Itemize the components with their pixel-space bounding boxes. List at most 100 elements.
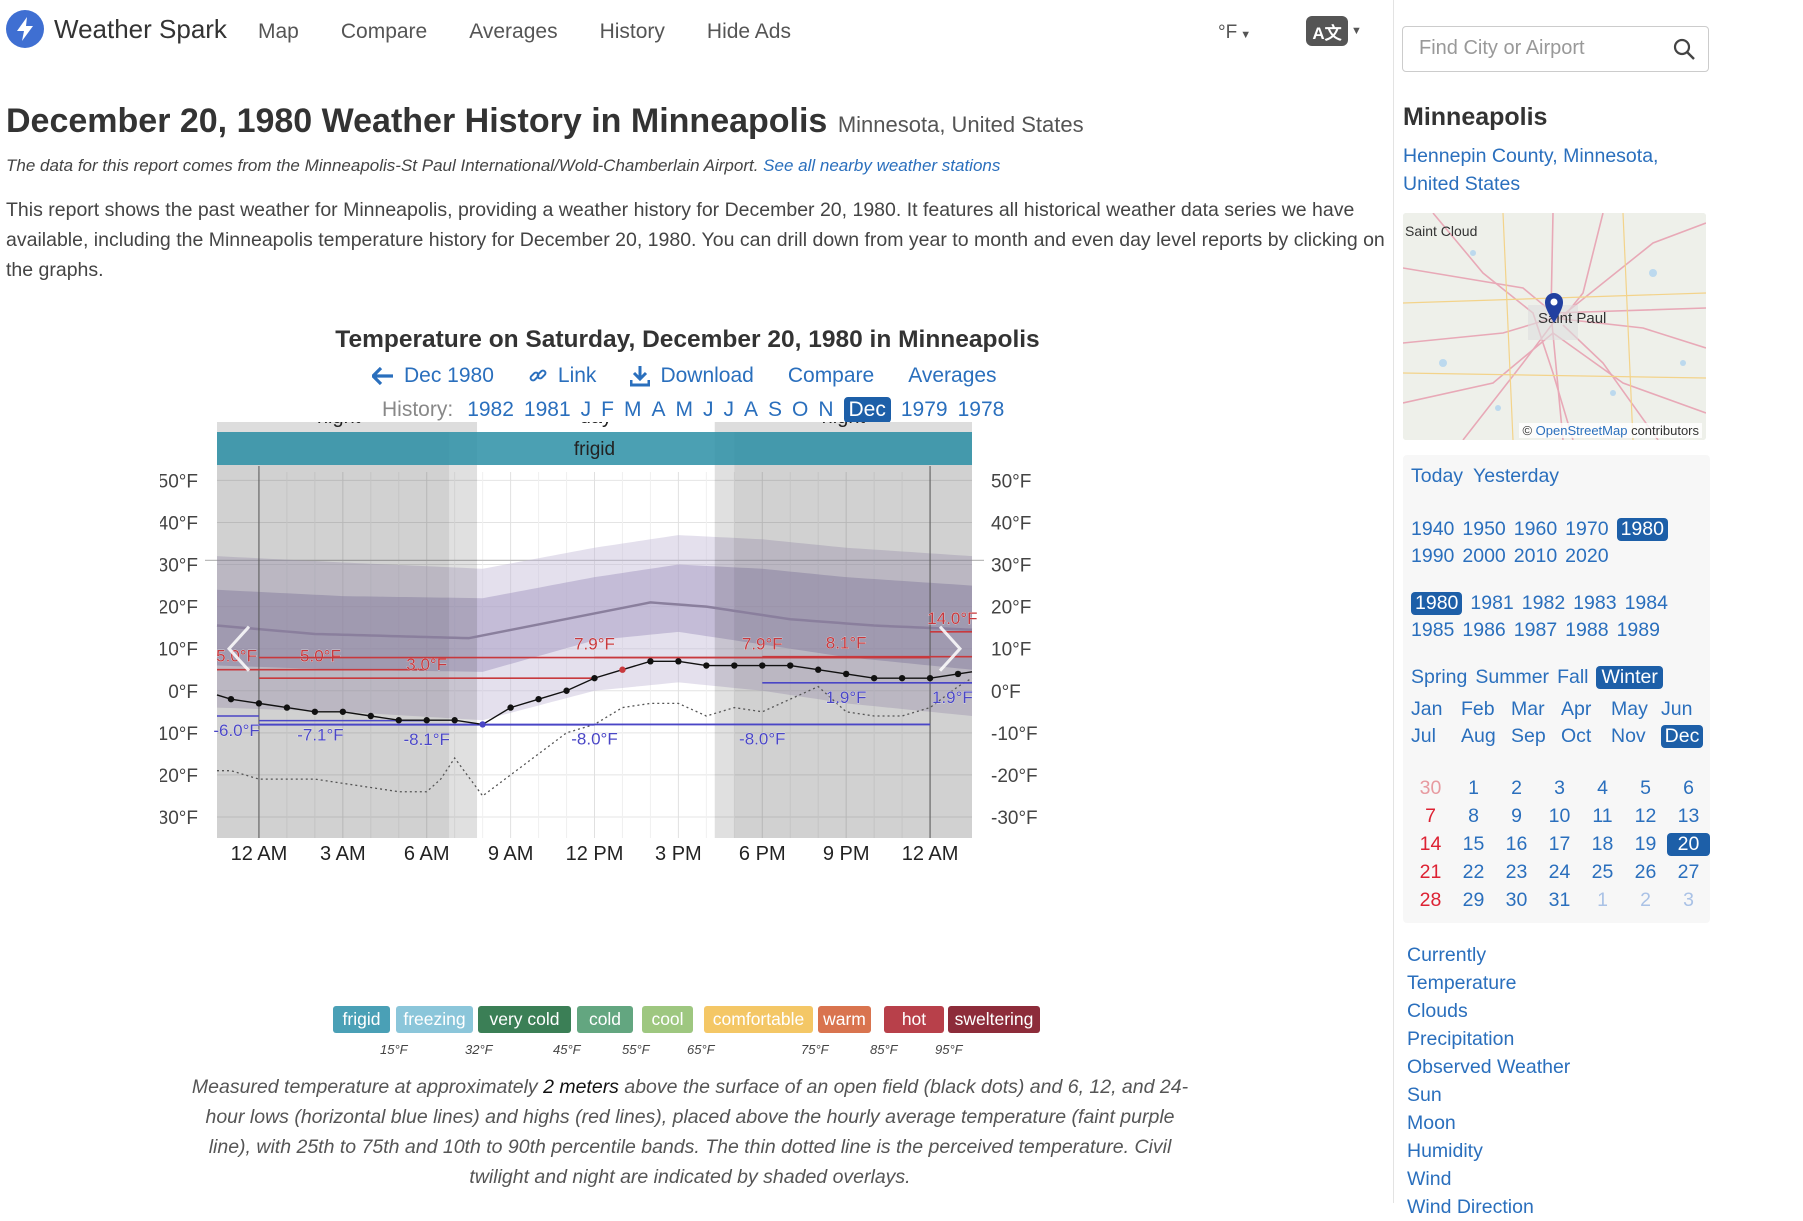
day-item[interactable]: 19 <box>1634 833 1657 855</box>
history-item[interactable]: A <box>743 398 758 421</box>
yesterday-link[interactable]: Yesterday <box>1473 465 1560 487</box>
section-link-sun[interactable]: Sun <box>1407 1084 1442 1106</box>
section-link-currently[interactable]: Currently <box>1407 944 1487 966</box>
day-item[interactable]: 3 <box>1683 889 1694 911</box>
day-item[interactable]: 3 <box>1554 777 1565 799</box>
nav-compare[interactable]: Compare <box>340 20 428 43</box>
month-item[interactable]: Jan <box>1411 698 1443 720</box>
calendar-item[interactable]: 1989 <box>1616 619 1660 641</box>
day-item[interactable]: 13 <box>1677 805 1700 827</box>
search-icon[interactable] <box>1672 37 1696 61</box>
calendar-item[interactable]: 1960 <box>1513 518 1558 540</box>
month-item[interactable]: Aug <box>1461 725 1496 747</box>
calendar-item[interactable]: 1990 <box>1411 545 1455 567</box>
month-item[interactable]: Nov <box>1611 725 1646 747</box>
day-item[interactable]: 23 <box>1505 861 1528 883</box>
month-item[interactable]: Apr <box>1561 698 1592 720</box>
day-item[interactable]: 26 <box>1634 861 1657 883</box>
day-item[interactable]: 2 <box>1511 777 1522 799</box>
day-item[interactable]: 9 <box>1511 805 1522 827</box>
calendar-item-selected[interactable]: 1980 <box>1411 592 1463 615</box>
history-item-selected[interactable]: Dec <box>843 397 891 423</box>
history-item[interactable]: A <box>651 398 666 421</box>
day-item[interactable]: 24 <box>1548 861 1571 883</box>
calendar-item-selected[interactable]: 1980 <box>1616 518 1668 541</box>
day-item[interactable]: 1 <box>1597 889 1608 911</box>
history-item[interactable]: 1978 <box>957 398 1005 421</box>
nearby-stations-link[interactable]: See all nearby weather stations <box>763 156 1001 175</box>
season-item[interactable]: Fall <box>1557 666 1589 688</box>
calendar-item[interactable]: 1986 <box>1462 619 1506 641</box>
calendar-item[interactable]: 2020 <box>1565 545 1609 567</box>
day-item[interactable]: 10 <box>1548 805 1571 827</box>
section-link-precipitation[interactable]: Precipitation <box>1407 1028 1515 1050</box>
month-item[interactable]: Mar <box>1511 698 1545 720</box>
day-item[interactable]: 11 <box>1592 805 1613 827</box>
day-item[interactable]: 16 <box>1505 833 1528 855</box>
day-item[interactable]: 27 <box>1677 861 1700 883</box>
calendar-item[interactable]: 1988 <box>1565 619 1609 641</box>
calendar-item[interactable]: 1940 <box>1411 518 1455 540</box>
brand[interactable]: Weather Spark <box>6 10 227 48</box>
month-item[interactable]: Jul <box>1411 725 1436 747</box>
day-item[interactable]: 12 <box>1634 805 1657 827</box>
chart-compare-link[interactable]: Compare <box>787 364 875 387</box>
chart-averages-link[interactable]: Averages <box>908 364 997 387</box>
month-item[interactable]: May <box>1611 698 1648 720</box>
calendar-item[interactable]: 1984 <box>1624 592 1668 614</box>
chart-download-button[interactable]: Download <box>630 364 754 388</box>
calendar-item[interactable]: 1982 <box>1521 592 1566 614</box>
history-item[interactable]: J <box>580 398 592 421</box>
section-link-observed-weather[interactable]: Observed Weather <box>1407 1056 1571 1078</box>
season-item[interactable]: Summer <box>1475 666 1550 688</box>
chevron-left-icon[interactable] <box>226 625 251 672</box>
day-item[interactable]: 2 <box>1640 889 1651 911</box>
history-item[interactable]: 1981 <box>523 398 571 421</box>
day-item[interactable]: 18 <box>1591 833 1614 855</box>
language-dropdown[interactable]: A文 ▼ <box>1306 16 1362 46</box>
month-item[interactable]: Sep <box>1511 725 1546 747</box>
calendar-item[interactable]: 1987 <box>1513 619 1558 641</box>
calendar-item[interactable]: 1985 <box>1411 619 1455 641</box>
nav-history[interactable]: History <box>599 20 665 43</box>
search-input[interactable] <box>1417 36 1661 61</box>
history-item[interactable]: 1982 <box>467 398 514 421</box>
day-item[interactable]: 17 <box>1548 833 1571 855</box>
history-item[interactable]: J <box>723 398 734 421</box>
history-item[interactable]: F <box>601 398 614 421</box>
region-link[interactable]: Hennepin County, Minnesota, United State… <box>1403 145 1659 195</box>
day-item[interactable]: 15 <box>1462 833 1485 855</box>
nav-map[interactable]: Map <box>258 20 299 43</box>
history-item[interactable]: S <box>767 398 782 421</box>
day-item[interactable]: 30 <box>1419 777 1442 799</box>
section-link-temperature[interactable]: Temperature <box>1407 972 1517 994</box>
today-link[interactable]: Today <box>1411 465 1464 487</box>
day-item[interactable]: 4 <box>1597 777 1608 799</box>
day-item[interactable]: 30 <box>1505 889 1528 911</box>
osm-link[interactable]: OpenStreetMap <box>1535 423 1628 438</box>
history-item[interactable]: N <box>818 398 834 421</box>
month-item[interactable]: Oct <box>1561 725 1592 747</box>
section-link-moon[interactable]: Moon <box>1407 1112 1456 1134</box>
history-item[interactable]: O <box>792 398 809 421</box>
day-selected[interactable]: 20 <box>1667 833 1710 856</box>
month-selected[interactable]: Dec <box>1661 725 1703 748</box>
day-item[interactable]: 29 <box>1462 889 1485 911</box>
back-month-link[interactable]: Dec 1980 <box>372 364 494 388</box>
location-map[interactable]: Saint Cloud Saint Paul © OpenStreetMap c… <box>1403 213 1706 440</box>
month-item[interactable]: Jun <box>1661 698 1693 720</box>
day-item[interactable]: 21 <box>1419 861 1442 883</box>
unit-dropdown[interactable]: °F ▼ <box>1218 22 1251 44</box>
history-item[interactable]: 1979 <box>900 398 948 421</box>
day-item[interactable]: 6 <box>1683 777 1694 799</box>
nav-averages[interactable]: Averages <box>469 20 558 43</box>
calendar-item[interactable]: 1983 <box>1573 592 1617 614</box>
nav-hide-ads[interactable]: Hide Ads <box>706 20 791 43</box>
day-item[interactable]: 31 <box>1548 889 1571 911</box>
day-item[interactable]: 1 <box>1468 777 1479 799</box>
history-item[interactable]: M <box>675 398 693 421</box>
chart-link-button[interactable]: Link <box>528 364 596 388</box>
day-item[interactable]: 25 <box>1591 861 1614 883</box>
month-item[interactable]: Feb <box>1461 698 1495 720</box>
calendar-item[interactable]: 1981 <box>1470 592 1514 614</box>
